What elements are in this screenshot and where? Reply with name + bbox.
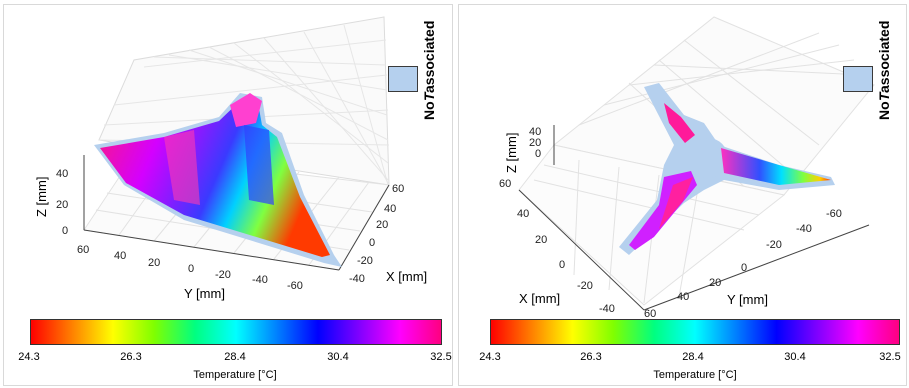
right-y-tick: -60 <box>826 208 842 220</box>
left-x-ticks: 60 40 20 0 -20 -40 <box>349 183 404 285</box>
right-x-tick: 0 <box>559 259 565 271</box>
left-cbar-tick: 28.4 <box>224 351 246 363</box>
left-axes <box>83 155 390 271</box>
left-legend-label: No T associated <box>421 20 437 120</box>
right-3d-plot: 40 20 0 Z [mm] 60 40 20 0 -20 -40 X [mm]… <box>499 16 875 320</box>
left-x-tick: 60 <box>392 183 404 195</box>
right-y-tick: -40 <box>796 223 812 235</box>
right-x-ticks: 60 40 20 0 -20 -40 <box>499 178 615 315</box>
right-x-tick: 40 <box>517 208 529 220</box>
left-z-label: Z [mm] <box>34 177 49 217</box>
right-cbar-tick: 28.4 <box>682 351 704 363</box>
right-cbar-tick: 30.4 <box>784 351 806 363</box>
left-colorbar-label: Temperature [°C] <box>193 369 277 381</box>
left-cbar-tick: 24.3 <box>18 351 40 363</box>
right-part-surface <box>619 83 835 255</box>
right-colorbar-label: Temperature [°C] <box>653 369 737 381</box>
left-cbar-tick: 26.3 <box>120 351 142 363</box>
right-cbar-tick: 26.3 <box>580 351 602 363</box>
right-y-tick: -20 <box>766 239 782 251</box>
right-x-tick: 60 <box>499 178 511 190</box>
left-y-tick: -40 <box>252 274 268 286</box>
left-x-label: X [mm] <box>386 269 427 284</box>
right-z-ticks: 40 20 0 <box>529 126 541 160</box>
right-y-tick: 0 <box>741 262 747 274</box>
left-3d-plot: 0 20 40 Z [mm] 60 40 20 0 -20 -40 -60 Y … <box>34 16 427 301</box>
left-x-tick: 20 <box>376 219 388 231</box>
left-part-surface <box>94 93 342 267</box>
left-x-tick: 0 <box>369 237 375 249</box>
right-x-tick: -20 <box>577 280 593 292</box>
left-z-tick: 20 <box>56 199 68 211</box>
right-figure-panel: 40 20 0 Z [mm] 60 40 20 0 -20 -40 X [mm]… <box>458 4 907 386</box>
left-cbar-tick: 30.4 <box>327 351 349 363</box>
right-x-label: X [mm] <box>519 291 560 306</box>
left-figure-panel: 0 20 40 Z [mm] 60 40 20 0 -20 -40 -60 Y … <box>3 4 453 386</box>
right-y-label: Y [mm] <box>727 292 768 307</box>
left-cbar-tick: 32.5 <box>430 351 452 363</box>
left-z-ticks: 0 20 40 <box>56 168 68 237</box>
right-y-tick: 40 <box>677 291 689 303</box>
right-no-data-swatch <box>843 66 873 92</box>
left-y-tick: 20 <box>148 257 160 269</box>
right-z-label: Z [mm] <box>504 133 519 173</box>
right-x-tick: 20 <box>535 234 547 246</box>
left-x-tick: -20 <box>357 255 373 267</box>
left-y-ticks: 60 40 20 0 -20 -40 -60 <box>77 244 303 292</box>
left-y-tick: 60 <box>77 244 89 256</box>
right-x-tick: -40 <box>599 303 615 315</box>
left-z-tick: 0 <box>62 225 68 237</box>
left-y-tick: 0 <box>188 263 194 275</box>
left-y-tick: -60 <box>287 280 303 292</box>
right-y-ticks: 60 40 20 0 -20 -40 -60 <box>644 208 842 320</box>
right-z-tick: 20 <box>529 137 541 149</box>
right-cbar-tick: 32.5 <box>879 351 901 363</box>
left-y-tick: -20 <box>215 269 231 281</box>
left-y-tick: 40 <box>114 250 126 262</box>
right-colorbar <box>490 319 900 345</box>
left-x-tick: 40 <box>384 203 396 215</box>
left-y-label: Y [mm] <box>184 286 225 301</box>
left-no-data-swatch <box>388 66 418 92</box>
right-z-tick: 0 <box>535 148 541 160</box>
right-y-tick: 20 <box>709 277 721 289</box>
right-legend-label: No T associated <box>876 20 892 120</box>
right-y-tick: 60 <box>644 308 656 320</box>
left-z-tick: 40 <box>56 168 68 180</box>
right-axes <box>518 125 870 311</box>
right-z-tick: 40 <box>529 126 541 138</box>
right-cbar-tick: 24.3 <box>479 351 501 363</box>
left-x-tick: -40 <box>349 273 365 285</box>
left-colorbar <box>30 319 442 345</box>
